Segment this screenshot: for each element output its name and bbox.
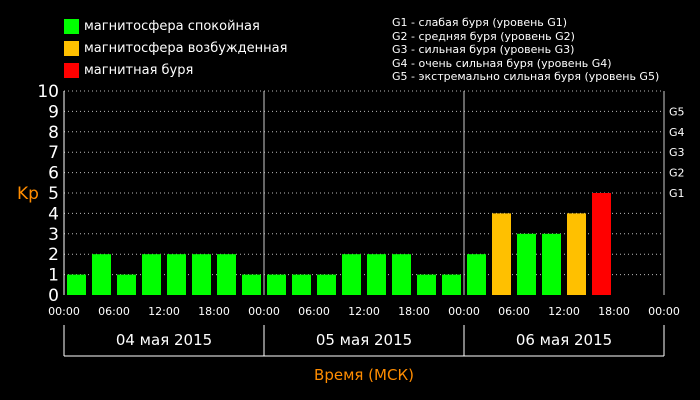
kp-bar	[417, 274, 436, 295]
y-tick-label: 10	[37, 82, 59, 102]
kp-bar	[517, 233, 536, 295]
y-tick-label: 6	[48, 164, 59, 184]
y-tick-label: 3	[48, 225, 59, 245]
kp-bar	[267, 274, 286, 295]
kp-bar	[392, 254, 411, 295]
kp-bar	[142, 254, 161, 295]
kp-bar	[367, 254, 386, 295]
storm-level-g1: G1 - слабая буря (уровень G1)	[392, 16, 568, 29]
kp-bar	[567, 213, 586, 295]
legend: магнитосфера спокойная магнитосфера возб…	[64, 16, 287, 82]
storm-level-g4: G4 - очень сильная буря (уровень G4)	[392, 56, 612, 70]
y-tick-label: 2	[48, 245, 59, 265]
time-tick-label: 12:00	[548, 305, 580, 318]
time-tick-label: 00:00	[648, 305, 680, 318]
y-tick-label: 7	[48, 143, 59, 163]
legend-label-quiet: магнитосфера спокойная	[84, 18, 260, 34]
kp-bar	[492, 213, 511, 295]
kp-bar	[242, 274, 261, 295]
y-tick-label: 8	[48, 123, 59, 143]
time-tick-label: 00:00	[448, 305, 480, 318]
x-axis-label: Время (МСК)	[314, 366, 414, 384]
storm-level-g2: G2 - средняя буря (уровень G2)	[392, 29, 575, 43]
legend-label-storm: магнитная буря	[84, 62, 194, 78]
g-level-label: G4	[669, 126, 685, 139]
time-tick-label: 00:00	[248, 305, 280, 318]
y-tick-label: 9	[48, 102, 59, 122]
kp-bar	[167, 254, 186, 295]
kp-bar	[117, 274, 136, 295]
kp-bar	[467, 254, 486, 295]
legend-item-storm: магнитная буря	[64, 60, 287, 80]
kp-bar	[67, 274, 86, 295]
chart-axes	[63, 91, 665, 357]
time-tick-label: 06:00	[298, 305, 330, 318]
legend-item-active: магнитосфера возбужденная	[64, 38, 287, 58]
time-tick-label: 12:00	[148, 305, 180, 318]
kp-bar	[292, 274, 311, 295]
g-level-label: G1	[669, 187, 685, 200]
y-axis-label: Kp	[17, 184, 39, 204]
legend-label-active: магнитосфера возбужденная	[84, 40, 288, 56]
y-tick-label: 4	[48, 204, 59, 224]
time-tick-label: 18:00	[398, 305, 430, 318]
storm-level-g3: G3 - сильная буря (уровень G3)	[392, 43, 575, 57]
storm-levels-legend: G1 - слабая буря (уровень G1) G2 - средн…	[392, 16, 659, 84]
time-tick-label: 18:00	[598, 305, 630, 318]
date-label: 05 мая 2015	[316, 331, 412, 349]
kp-bar	[442, 274, 461, 295]
storm-level-g5: G5 - экстремально сильная буря (уровень …	[392, 70, 660, 84]
kp-bar	[592, 193, 611, 295]
legend-item-quiet: магнитосфера спокойная	[64, 16, 287, 36]
date-label: 04 мая 2015	[116, 331, 212, 349]
kp-bar	[317, 274, 336, 295]
y-tick-label: 0	[48, 286, 59, 306]
chart-bars	[67, 193, 611, 295]
g-level-label: G2	[669, 167, 685, 180]
time-tick-label: 12:00	[348, 305, 380, 318]
legend-swatch-active	[64, 40, 79, 56]
time-tick-label: 06:00	[98, 305, 130, 318]
kp-bar	[92, 254, 111, 295]
kp-bar	[192, 254, 211, 295]
g-level-label: G3	[669, 146, 685, 159]
kp-bar	[542, 233, 561, 295]
legend-swatch-quiet	[64, 18, 79, 34]
time-tick-label: 00:00	[48, 305, 80, 318]
time-tick-label: 18:00	[198, 305, 230, 318]
date-label: 06 мая 2015	[516, 331, 612, 349]
time-tick-label: 06:00	[498, 305, 530, 318]
y-tick-label: 5	[48, 184, 59, 204]
y-tick-label: 1	[48, 266, 59, 286]
g-level-label: G5	[669, 105, 685, 118]
kp-bar	[217, 254, 236, 295]
legend-swatch-storm	[64, 62, 79, 78]
kp-bar	[342, 254, 361, 295]
